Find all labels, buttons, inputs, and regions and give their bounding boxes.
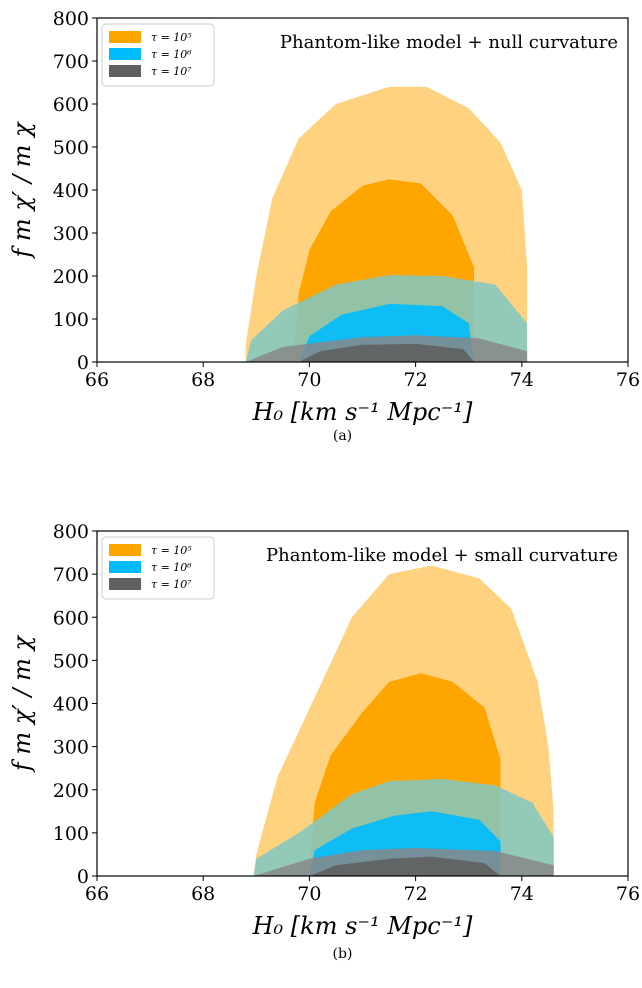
y-tick-label: 0 [77, 352, 89, 374]
legend: τ = 10⁵ τ = 10⁶ τ = 10⁷ [101, 23, 215, 87]
chart-panel-b: 66 68 70 72 74 76 0 100 200 300 400 500 600 700 800 H₀ … [8, 521, 640, 962]
contour-inner-series-2 [309, 856, 501, 876]
legend-swatch [109, 561, 141, 573]
legend-label: τ = 10⁶ [151, 561, 192, 574]
x-tick-label: 70 [297, 369, 321, 391]
x-tick-label: 74 [510, 369, 534, 391]
x-tick-label: 68 [191, 883, 215, 905]
legend-label: τ = 10⁵ [151, 544, 192, 557]
x-tick-label: 66 [85, 883, 109, 905]
x-tick-label: 74 [510, 883, 534, 905]
y-axis-label: f m χ′ / m χ [8, 121, 36, 260]
legend-swatch [109, 578, 141, 590]
y-tick-label: 800 [53, 8, 89, 30]
y-tick-label: 400 [53, 180, 89, 202]
x-tick-label: 72 [404, 883, 428, 905]
y-tick-label: 400 [53, 694, 89, 716]
y-tick-label: 0 [77, 866, 89, 888]
y-tick-label: 700 [53, 564, 89, 586]
y-tick-label: 100 [53, 309, 89, 331]
y-tick-label: 500 [53, 650, 89, 672]
legend-label: τ = 10⁷ [151, 578, 192, 591]
legend-swatch [109, 544, 141, 556]
model-annotation: Phantom-like model + null curvature [280, 32, 618, 53]
legend-swatch [109, 48, 141, 60]
legend: τ = 10⁵ τ = 10⁶ τ = 10⁷ [101, 536, 215, 600]
contour-inner-series-2 [298, 343, 474, 362]
chart-panel-a: 66 68 70 72 74 76 0 100 200 300 400 500 600 700 800 H₀ … [8, 8, 640, 444]
y-tick-label: 700 [53, 51, 89, 73]
y-tick-label: 300 [53, 737, 89, 759]
y-tick-label: 200 [53, 780, 89, 802]
y-axis-label: f m χ′ / m χ [8, 634, 36, 773]
x-tick-label: 76 [616, 883, 640, 905]
y-tick-label: 500 [53, 137, 89, 159]
y-tick-label: 600 [53, 607, 89, 629]
legend-swatch [109, 65, 141, 77]
legend-swatch [109, 31, 141, 43]
legend-label: τ = 10⁶ [151, 48, 192, 61]
y-tick-label: 600 [53, 94, 89, 116]
y-tick-label: 800 [53, 521, 89, 543]
legend-label: τ = 10⁷ [151, 65, 192, 78]
x-tick-label: 72 [404, 369, 428, 391]
model-annotation: Phantom-like model + small curvature [266, 545, 618, 566]
x-tick-label: 76 [616, 369, 640, 391]
plot-area [253, 565, 554, 876]
y-tick-label: 100 [53, 823, 89, 845]
panel-caption: (b) [333, 946, 353, 962]
x-axis-label: H₀ [km s⁻¹ Mpc⁻¹] [252, 912, 473, 940]
y-tick-label: 200 [53, 266, 89, 288]
x-tick-label: 68 [191, 369, 215, 391]
x-tick-label: 66 [85, 369, 109, 391]
y-tick-label: 300 [53, 223, 89, 245]
panel-caption: (a) [333, 428, 352, 444]
plot-area [245, 86, 528, 362]
x-axis-label: H₀ [km s⁻¹ Mpc⁻¹] [252, 398, 473, 426]
x-tick-label: 70 [297, 883, 321, 905]
legend-label: τ = 10⁵ [151, 31, 192, 44]
